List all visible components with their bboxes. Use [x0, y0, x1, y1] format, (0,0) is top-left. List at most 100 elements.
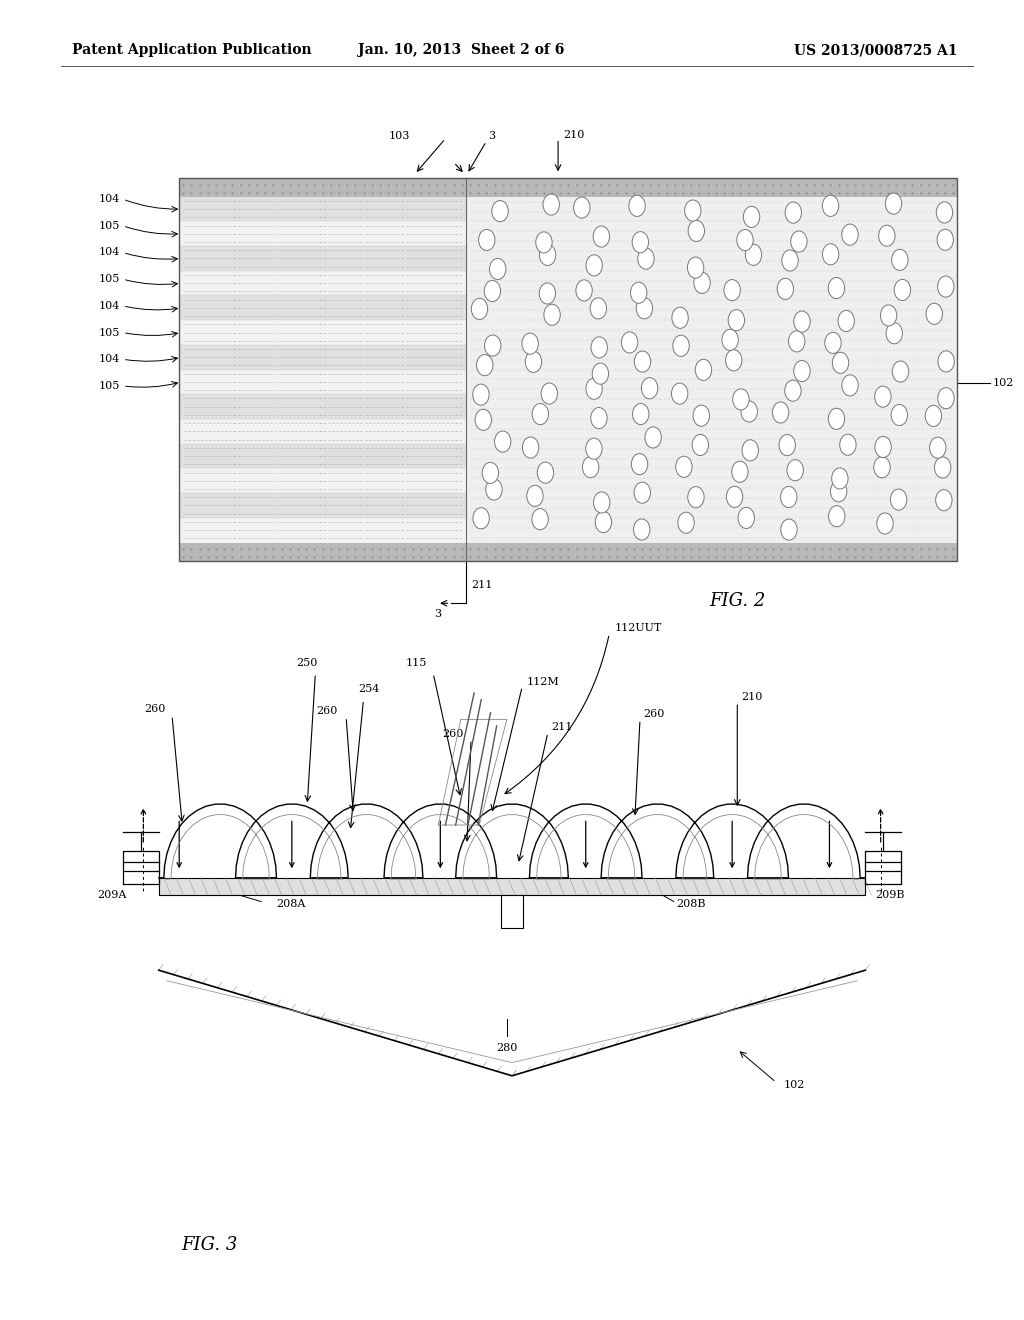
Circle shape [489, 259, 506, 280]
Circle shape [522, 333, 539, 354]
Text: 104: 104 [98, 354, 120, 364]
Bar [179, 345, 466, 370]
Circle shape [828, 506, 845, 527]
Circle shape [794, 312, 810, 333]
Circle shape [478, 230, 495, 251]
Bar [179, 543, 957, 561]
Circle shape [877, 513, 893, 535]
Circle shape [473, 508, 489, 529]
Text: 3: 3 [488, 131, 496, 141]
Circle shape [688, 220, 705, 242]
Circle shape [772, 401, 788, 422]
Text: 104: 104 [98, 247, 120, 257]
Text: 112UUT: 112UUT [614, 623, 662, 634]
Circle shape [673, 335, 689, 356]
Circle shape [634, 351, 650, 372]
Circle shape [543, 194, 559, 215]
Text: 105: 105 [98, 381, 120, 391]
Bar [159, 878, 865, 895]
Circle shape [891, 488, 907, 510]
Circle shape [531, 508, 548, 529]
Circle shape [879, 226, 895, 247]
Circle shape [780, 487, 797, 508]
Circle shape [525, 351, 542, 372]
Text: 209B: 209B [876, 890, 905, 900]
Circle shape [594, 492, 610, 513]
Bar [466, 197, 957, 543]
Bar [179, 178, 957, 197]
Circle shape [473, 384, 489, 405]
Circle shape [672, 383, 688, 404]
Bar [179, 395, 466, 418]
Circle shape [881, 305, 897, 326]
Circle shape [831, 467, 848, 488]
Circle shape [726, 350, 742, 371]
Circle shape [894, 280, 910, 301]
Bar [179, 517, 466, 543]
Circle shape [787, 459, 804, 480]
Circle shape [471, 298, 487, 319]
Circle shape [743, 206, 760, 227]
Text: 211: 211 [471, 579, 493, 590]
Circle shape [476, 355, 493, 376]
Circle shape [631, 282, 647, 304]
Bar [179, 469, 466, 494]
Circle shape [926, 304, 942, 325]
Circle shape [629, 195, 645, 216]
Circle shape [724, 280, 740, 301]
Circle shape [591, 337, 607, 358]
Circle shape [526, 486, 543, 507]
Circle shape [633, 404, 649, 425]
Bar [179, 321, 466, 345]
Circle shape [892, 249, 908, 271]
Text: 208A: 208A [276, 899, 306, 909]
Circle shape [538, 462, 554, 483]
Circle shape [591, 408, 607, 429]
Circle shape [632, 231, 648, 252]
Circle shape [824, 333, 841, 354]
Circle shape [874, 385, 891, 407]
Text: 105: 105 [98, 275, 120, 284]
Circle shape [492, 201, 508, 222]
Circle shape [938, 388, 954, 409]
Circle shape [634, 519, 650, 540]
Circle shape [672, 308, 688, 329]
Text: 250: 250 [297, 657, 317, 668]
Circle shape [830, 480, 847, 502]
Text: 3: 3 [434, 609, 440, 619]
Bar [179, 197, 466, 222]
Circle shape [694, 272, 711, 293]
Circle shape [788, 331, 805, 352]
Circle shape [838, 310, 854, 331]
Bar [501, 895, 523, 928]
Text: 208B: 208B [676, 899, 706, 909]
Circle shape [687, 257, 703, 279]
Circle shape [891, 404, 907, 425]
Circle shape [874, 437, 891, 458]
Circle shape [936, 490, 952, 511]
Text: Jan. 10, 2013  Sheet 2 of 6: Jan. 10, 2013 Sheet 2 of 6 [357, 44, 564, 57]
Bar [179, 246, 466, 271]
Circle shape [737, 230, 754, 251]
Bar [179, 444, 466, 469]
Circle shape [873, 457, 890, 478]
Text: 104: 104 [98, 301, 120, 312]
Circle shape [840, 434, 856, 455]
Circle shape [636, 298, 652, 319]
Circle shape [485, 479, 502, 500]
Circle shape [777, 279, 794, 300]
Circle shape [785, 202, 802, 223]
Circle shape [678, 512, 694, 533]
Circle shape [638, 248, 654, 269]
Circle shape [937, 230, 953, 251]
Text: 260: 260 [316, 706, 338, 717]
Text: 115: 115 [406, 657, 427, 668]
Text: 102: 102 [992, 378, 1014, 388]
Bar [179, 418, 466, 444]
Circle shape [693, 405, 710, 426]
Circle shape [842, 375, 858, 396]
Circle shape [936, 202, 952, 223]
Circle shape [540, 244, 556, 265]
Circle shape [722, 329, 738, 350]
Circle shape [586, 379, 602, 400]
